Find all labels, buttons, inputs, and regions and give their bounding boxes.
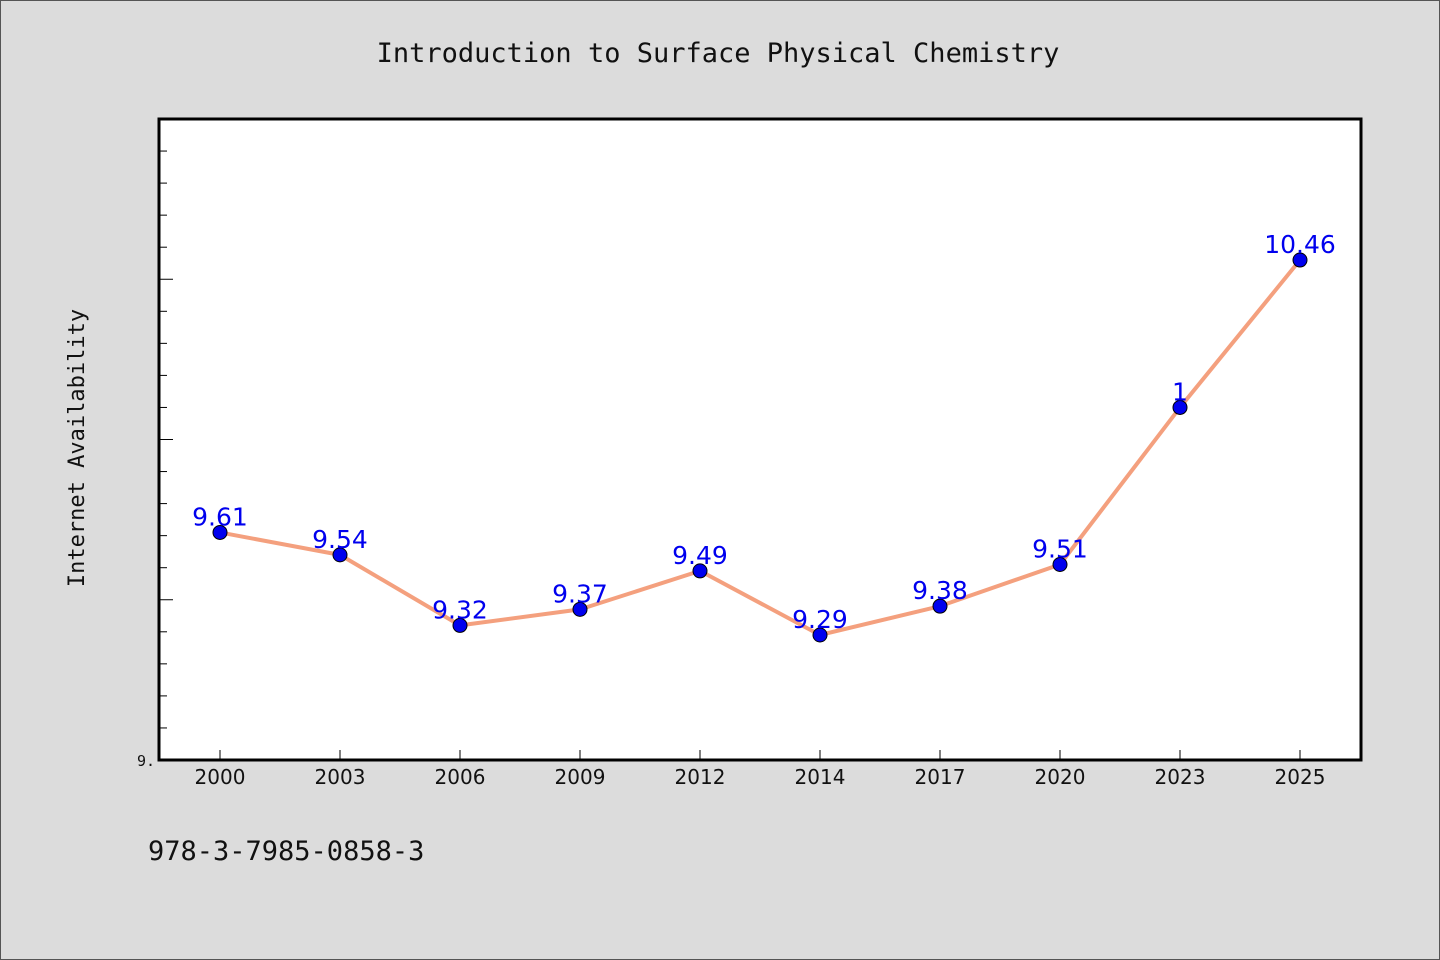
x-tick-label-2012: 2012 bbox=[675, 765, 726, 789]
data-label-2025: 10.46 bbox=[1264, 230, 1336, 259]
x-tick-label-2009: 2009 bbox=[555, 765, 606, 789]
data-point-2006 bbox=[452, 617, 468, 633]
data-label-2017: 9.38 bbox=[912, 576, 968, 605]
data-label-2006: 9.32 bbox=[432, 595, 488, 624]
x-tick-label-2020: 2020 bbox=[1035, 765, 1086, 789]
data-point-2000 bbox=[212, 524, 228, 540]
data-point-2017 bbox=[932, 598, 948, 614]
series-line-group bbox=[218, 258, 1302, 638]
data-markers bbox=[212, 252, 1308, 643]
plot-area bbox=[157, 117, 1363, 762]
y-axis-label: Internet Availability bbox=[65, 309, 90, 587]
x-tick-label-2017: 2017 bbox=[915, 765, 966, 789]
data-label-2014: 9.29 bbox=[792, 605, 848, 634]
isbn-code: 978-3-7985-0858-3 bbox=[148, 836, 425, 867]
series-line bbox=[218, 258, 1302, 638]
x-tick-label-2000: 2000 bbox=[195, 765, 246, 789]
data-point-2023 bbox=[1172, 399, 1188, 415]
data-point-2009 bbox=[572, 601, 588, 617]
x-tick-label-2014: 2014 bbox=[795, 765, 846, 789]
y-tick-label: 9. bbox=[137, 752, 155, 770]
data-point-2025 bbox=[1292, 252, 1308, 268]
chart-title: Introduction to Surface Physical Chemist… bbox=[377, 38, 1060, 69]
data-label-2009: 9.37 bbox=[552, 579, 608, 608]
x-tick-label-2003: 2003 bbox=[315, 765, 366, 789]
x-axis-ticks: 2000 2003 2006 2009 2012 2014 2017 2020 2023 2025 bbox=[195, 750, 1326, 789]
y-axis-ticks: 9. bbox=[137, 150, 173, 770]
data-point-2003 bbox=[332, 547, 348, 563]
data-label-2020: 9.51 bbox=[1032, 534, 1088, 563]
data-label-2003: 9.54 bbox=[312, 525, 368, 554]
data-label-2012: 9.49 bbox=[672, 541, 728, 570]
data-label-2000: 9.61 bbox=[192, 502, 248, 531]
data-point-2020 bbox=[1052, 556, 1068, 572]
data-labels: 9.61 9.54 9.32 9.37 9.49 9.29 9.38 9.51 1 10.46 bbox=[192, 230, 1336, 634]
x-tick-label-2006: 2006 bbox=[435, 765, 486, 789]
data-label-2023: 1 bbox=[1172, 377, 1188, 406]
data-point-2012 bbox=[692, 563, 708, 579]
x-tick-label-2025: 2025 bbox=[1275, 765, 1326, 789]
data-point-2014 bbox=[812, 627, 828, 643]
x-tick-label-2023: 2023 bbox=[1155, 765, 1206, 789]
